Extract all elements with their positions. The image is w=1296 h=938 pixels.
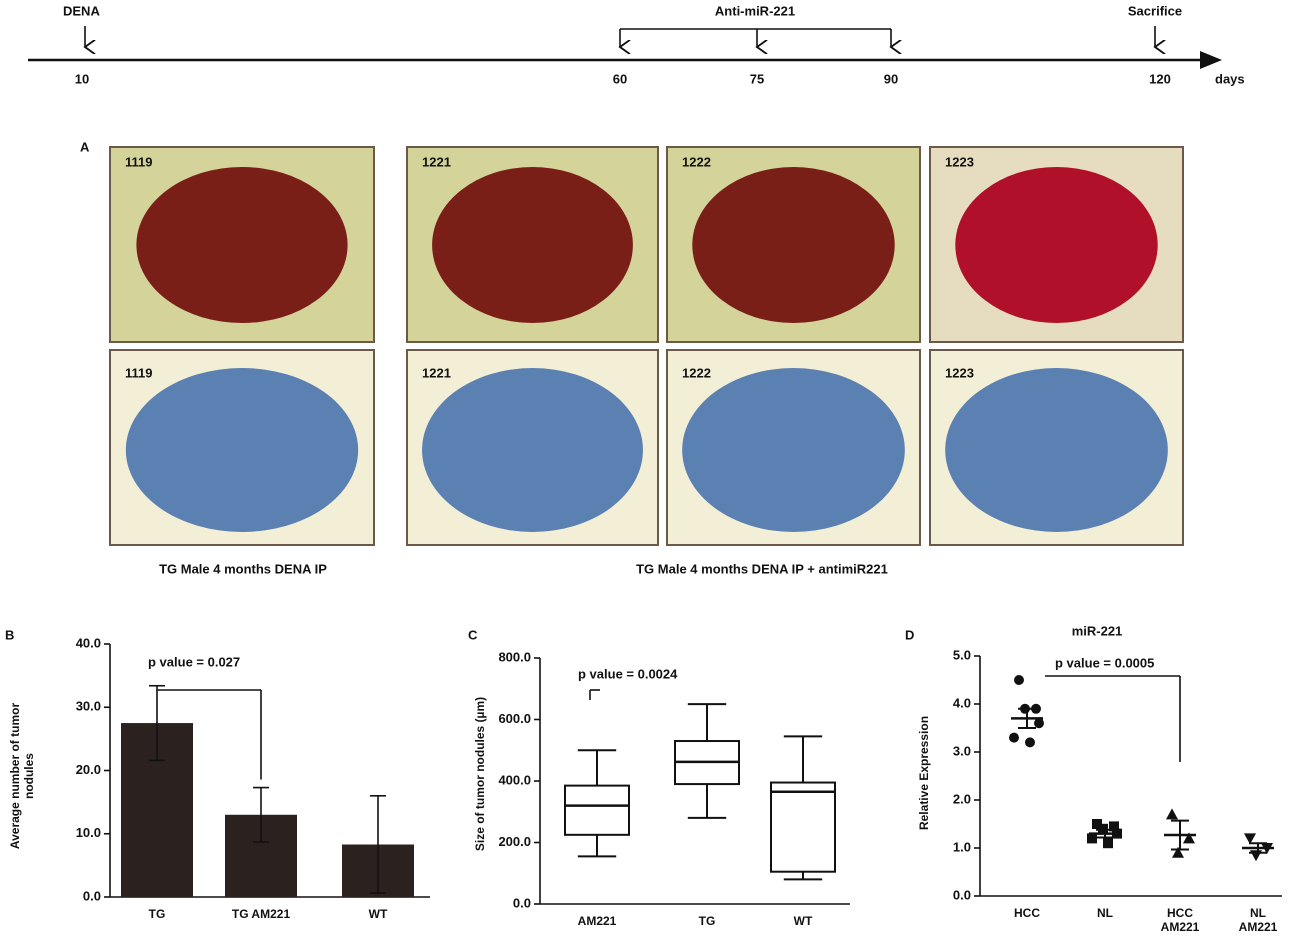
x-tick-label: TG AM221 bbox=[231, 907, 291, 921]
chart-title: miR-221 bbox=[1072, 623, 1123, 638]
y-tick-label: 40.0 bbox=[76, 635, 101, 650]
y-tick-label: 5.0 bbox=[953, 647, 971, 662]
y-tick-label: 2.0 bbox=[953, 791, 971, 806]
y-tick-label: 20.0 bbox=[76, 762, 101, 777]
box bbox=[564, 784, 630, 836]
data-point bbox=[1034, 718, 1044, 729]
x-tick-label: NL bbox=[1097, 906, 1113, 920]
x-tick-label: HCC bbox=[1014, 906, 1040, 920]
x-tick-label: AM221 bbox=[577, 914, 617, 928]
panel-label: B bbox=[5, 627, 14, 642]
y-tick-label: 1.0 bbox=[953, 839, 971, 854]
x-tick-label: TG bbox=[698, 914, 716, 928]
timeline-arrowhead bbox=[1200, 51, 1222, 69]
sample-label: 1221 bbox=[422, 154, 451, 169]
panel-label: C bbox=[468, 627, 478, 642]
panel-label: D bbox=[905, 627, 914, 642]
y-axis-label: Relative Expression bbox=[917, 715, 931, 831]
tissue-shape bbox=[682, 368, 905, 532]
data-point bbox=[1014, 675, 1024, 685]
sample-label: 1222 bbox=[682, 154, 711, 169]
y-tick-label: 600.0 bbox=[498, 711, 531, 726]
data-point bbox=[1183, 832, 1195, 844]
panel-label: A bbox=[80, 139, 90, 154]
caption: TG Male 4 months DENA IP + antimiR221 bbox=[636, 561, 888, 576]
annotation: p value = 0.0005 bbox=[1055, 655, 1154, 670]
event-label: Anti-miR-221 bbox=[715, 3, 795, 18]
timeline-tick-label: 60 bbox=[613, 71, 627, 86]
data-point bbox=[1087, 833, 1097, 844]
x-tick-label: NL AM221 bbox=[1238, 906, 1278, 934]
sample-label: 1223 bbox=[945, 365, 974, 380]
y-tick-label: 0.0 bbox=[83, 888, 101, 903]
y-tick-label: 0.0 bbox=[513, 895, 531, 910]
tissue-shape bbox=[945, 368, 1168, 532]
data-point bbox=[1244, 833, 1256, 845]
y-tick-label: 3.0 bbox=[953, 743, 971, 758]
liver-shape bbox=[432, 167, 633, 323]
sample-label: 1119 bbox=[125, 365, 153, 380]
timeline-tick-label: 10 bbox=[75, 71, 89, 86]
data-point bbox=[1172, 846, 1184, 858]
event-label: DENA bbox=[63, 3, 100, 18]
tissue-shape bbox=[125, 368, 359, 532]
y-axis-label: Average number of tumor nodules bbox=[8, 702, 36, 850]
x-tick-label: HCC AM221 bbox=[1160, 906, 1200, 934]
x-tick-label: TG bbox=[148, 907, 166, 921]
tissue-shape bbox=[422, 368, 643, 532]
timeline-unit: days bbox=[1215, 71, 1245, 86]
x-tick-label: WT bbox=[368, 907, 388, 921]
data-point bbox=[1166, 808, 1178, 820]
liver-shape bbox=[136, 167, 348, 323]
annotation: p value = 0.0024 bbox=[578, 666, 678, 681]
y-tick-label: 30.0 bbox=[76, 699, 101, 714]
liver-shape bbox=[692, 167, 895, 323]
annotation: p value = 0.027 bbox=[148, 654, 240, 669]
y-tick-label: 4.0 bbox=[953, 695, 971, 710]
event-label: Sacrifice bbox=[1128, 3, 1182, 18]
liver-shape bbox=[955, 167, 1158, 323]
sample-label: 1223 bbox=[945, 154, 974, 169]
y-tick-label: 400.0 bbox=[498, 772, 531, 787]
y-tick-label: 800.0 bbox=[498, 649, 531, 664]
y-tick-label: 200.0 bbox=[498, 834, 531, 849]
sample-label: 1119 bbox=[125, 154, 153, 169]
box bbox=[770, 781, 836, 873]
y-tick-label: 0.0 bbox=[953, 887, 971, 902]
caption: TG Male 4 months DENA IP bbox=[159, 561, 327, 576]
data-point bbox=[1025, 737, 1035, 748]
timeline-tick-label: 90 bbox=[884, 71, 898, 86]
x-tick-label: WT bbox=[793, 914, 813, 928]
sample-label: 1221 bbox=[422, 365, 451, 380]
y-axis-label: Size of tumor nodules (µm) bbox=[473, 696, 487, 852]
sample-label: 1222 bbox=[682, 365, 711, 380]
data-point bbox=[1009, 732, 1019, 743]
timeline-tick-label: 120 bbox=[1149, 71, 1171, 86]
y-tick-label: 10.0 bbox=[76, 825, 101, 840]
data-point bbox=[1103, 838, 1113, 849]
timeline-tick-label: 75 bbox=[750, 71, 764, 86]
